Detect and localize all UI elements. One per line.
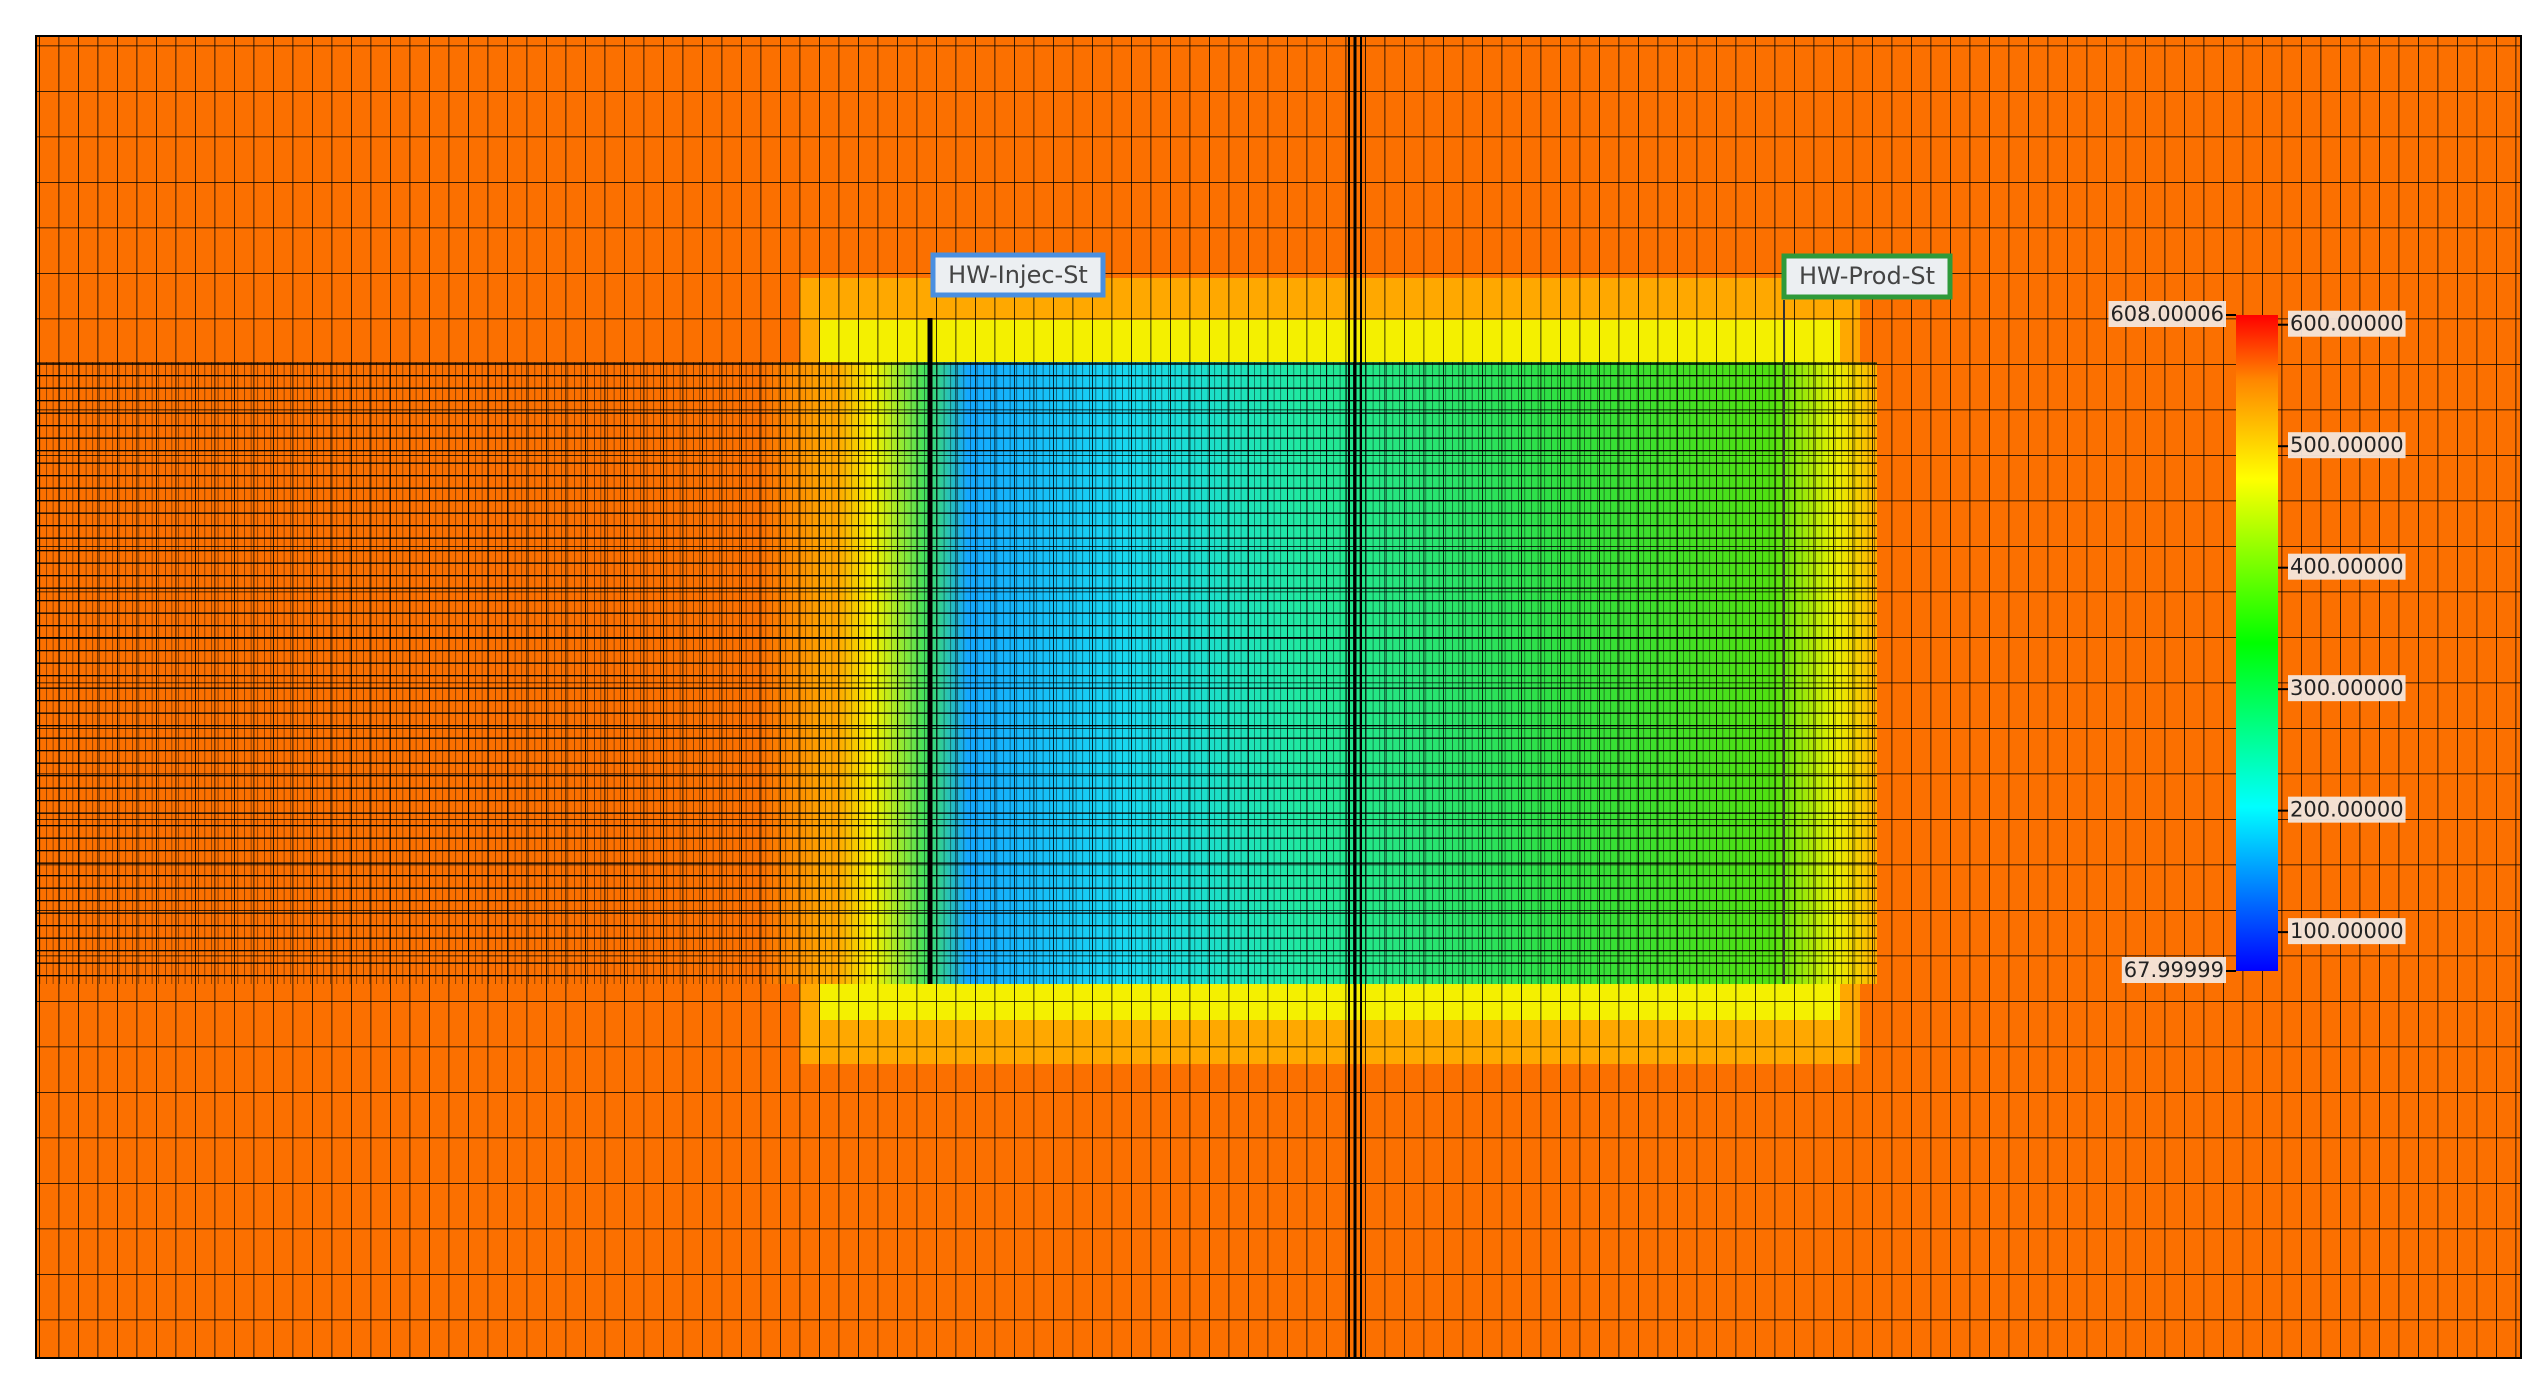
colorbar-label: 500.00000 bbox=[2290, 433, 2404, 457]
well-label: HW-Prod-St bbox=[1799, 262, 1935, 290]
colorbar-label: 200.00000 bbox=[2290, 798, 2404, 822]
label-background bbox=[2288, 432, 2406, 459]
colorbar-label: 67.99999 bbox=[2124, 958, 2224, 982]
label-background bbox=[2108, 301, 2226, 327]
label-background bbox=[2288, 918, 2406, 945]
label-background bbox=[2121, 957, 2226, 983]
colorbar-label: 300.00000 bbox=[2290, 676, 2404, 700]
well-labels: HW-Injec-St HW-Prod-St bbox=[930, 252, 1953, 300]
grid-frame bbox=[35, 35, 2522, 1359]
grid-area bbox=[35, 35, 2522, 1359]
label-background bbox=[2288, 675, 2406, 702]
fine-grid bbox=[36, 362, 1877, 984]
color-legend: 600.00000 500.00000 400.00000 300.00000 200.… bbox=[2108, 301, 2406, 983]
colorbar-label: 608.00006 bbox=[2110, 302, 2224, 326]
color-bar bbox=[2236, 315, 2278, 971]
colorbar-label: 400.00000 bbox=[2290, 555, 2404, 579]
well-label-box bbox=[1781, 253, 1953, 300]
colorbar-label: 600.00000 bbox=[2290, 312, 2404, 336]
label-background bbox=[2288, 553, 2406, 580]
well-label: HW-Injec-St bbox=[948, 261, 1088, 289]
colorbar-label: 100.00000 bbox=[2290, 919, 2404, 943]
label-background bbox=[2288, 310, 2406, 337]
well-label-box bbox=[930, 252, 1106, 298]
label-background bbox=[2288, 796, 2406, 823]
